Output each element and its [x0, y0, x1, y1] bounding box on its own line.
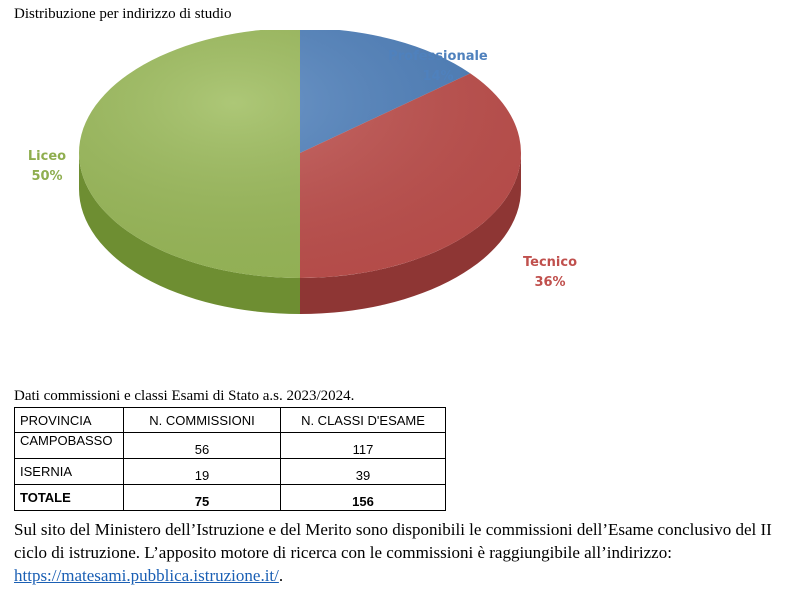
header-commissioni: N. COMMISSIONI: [123, 407, 281, 433]
value-tecnico: 36%: [534, 275, 565, 290]
paragraph-end: .: [278, 566, 284, 585]
chart-title: Distribuzione per indirizzo di studio: [14, 6, 232, 22]
value-liceo: 50%: [31, 169, 62, 184]
cell-provincia: ISERNIA: [14, 458, 124, 485]
label-tecnico: Tecnico: [523, 255, 577, 270]
cell-totale-commissioni: 75: [123, 484, 281, 511]
paragraph-text: Sul sito del Ministero dell’Istruzione e…: [14, 520, 772, 562]
value-professionale: 14%: [422, 69, 453, 84]
cell-totale-classi: 156: [280, 484, 446, 511]
cell-commissioni: 56: [123, 432, 281, 459]
pie-chart: Professionale 14% Tecnico 36% Liceo 50%: [28, 30, 577, 314]
cell-totale-label: TOTALE: [14, 484, 124, 511]
cell-classi: 39: [280, 458, 446, 485]
table-row: CAMPOBASSO 56 117: [14, 432, 446, 459]
header-classi: N. CLASSI D'ESAME: [280, 407, 446, 433]
table-total-row: TOTALE 75 156: [14, 484, 446, 511]
pie-slices: [79, 30, 521, 278]
cell-commissioni: 19: [123, 458, 281, 485]
table-caption: Dati commissioni e classi Esami di Stato…: [14, 388, 355, 404]
info-paragraph: Sul sito del Ministero dell’Istruzione e…: [14, 518, 779, 587]
commissions-table: PROVINCIA N. COMMISSIONI N. CLASSI D'ESA…: [14, 407, 446, 511]
cell-classi: 117: [280, 432, 446, 459]
label-liceo: Liceo: [28, 149, 66, 164]
header-provincia: PROVINCIA: [14, 407, 124, 433]
ministry-link[interactable]: https://matesami.pubblica.istruzione.it/: [14, 566, 279, 585]
table-header-row: PROVINCIA N. COMMISSIONI N. CLASSI D'ESA…: [14, 407, 446, 433]
label-professionale: Professionale: [388, 49, 488, 64]
cell-provincia: CAMPOBASSO: [14, 432, 124, 459]
table-row: ISERNIA 19 39: [14, 458, 446, 485]
